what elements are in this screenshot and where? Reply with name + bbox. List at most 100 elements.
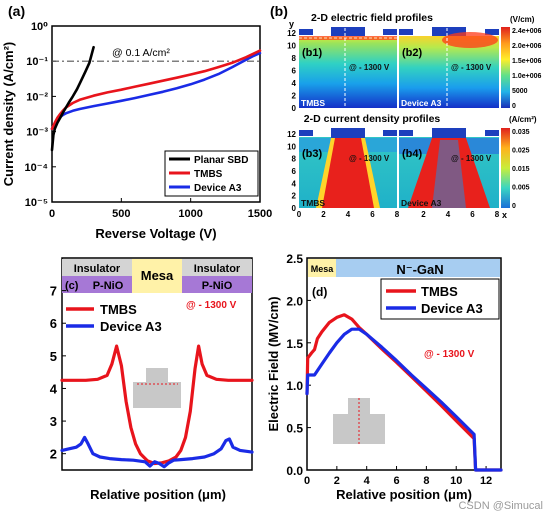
d-series-tmbs xyxy=(305,313,503,472)
efield-ytick: 0 xyxy=(292,104,297,113)
y-axis-letter: y xyxy=(289,19,294,29)
legend-label-planar: Planar SBD xyxy=(194,155,248,166)
current-map-a3-cap-right xyxy=(485,130,499,136)
panel-b: (b) 2-D electric field profiles y 12 10 8 6… xyxy=(270,3,541,220)
panel-a: (a) 0 500 1000 150010⁰10⁻¹10⁻²10⁻³10⁻⁴10⁻⁵ … xyxy=(1,3,272,241)
sub-b2: (b2) xyxy=(402,47,423,59)
current-map-tmbs-mesa xyxy=(331,128,365,138)
current-xtick: 8 xyxy=(395,210,400,219)
efield-ytick: 10 xyxy=(287,42,296,51)
current-map-a3-left-block xyxy=(399,138,432,154)
panel-c-ticks: 2 3 4 5 6 7 xyxy=(50,284,66,462)
panel-c-plot-frame xyxy=(61,257,253,471)
current-colorbar-tick: 0.025 xyxy=(512,148,530,155)
header-insulator-right-label: Insulator xyxy=(194,263,241,275)
sub-b1: (b1) xyxy=(302,47,323,59)
a-xtick-label: 500 xyxy=(112,208,130,220)
panel-d-xlabel: Relative position (μm) xyxy=(336,487,472,502)
efield-map-a3-hot xyxy=(442,32,498,48)
header-insulator-left-label: Insulator xyxy=(74,263,121,275)
c-inset-mesa xyxy=(146,368,168,382)
c-legend-label-a3: Device A3 xyxy=(100,319,162,334)
current-colorbar-ticks: 0.035 0.025 0.015 0.005 0 xyxy=(512,129,530,210)
d-xtick-label: 8 xyxy=(423,475,429,487)
d-ytick-label: 0.0 xyxy=(286,464,303,478)
d-ytick-label: 2.5 xyxy=(286,252,303,266)
header-insulator-left xyxy=(62,259,132,276)
panel-d-ticks: 0.0 0.5 1.0 1.5 2.0 2.5 0 2 4 6 8 10 12 xyxy=(286,252,492,487)
a-xtick-label: 0 xyxy=(49,208,55,220)
a-ytick-label: 10⁻² xyxy=(26,91,48,103)
current-xtick: 6 xyxy=(370,210,375,219)
efield-map-tmbs-cap-right xyxy=(383,29,397,35)
current-map-a3-core xyxy=(432,140,466,208)
efield-ytick: 6 xyxy=(292,67,297,76)
efield-title: 2-D electric field profiles xyxy=(311,12,433,24)
efield-map-a3-cap-right xyxy=(485,29,499,35)
panel-d-ylabel: Electric Field (MV/cm) xyxy=(266,296,281,431)
header-pnio-right xyxy=(182,276,252,293)
panel-b-letter: (b) xyxy=(270,3,288,19)
b2-voltage: @ - 1300 V xyxy=(451,63,492,72)
b1-voltage: @ - 1300 V xyxy=(349,63,390,72)
c-ytick-label: 6 xyxy=(50,316,57,331)
current-colorbar-tick: 0.015 xyxy=(512,166,530,173)
c-legend-label-tmbs: TMBS xyxy=(100,302,137,317)
d-xtick-label: 12 xyxy=(480,475,492,487)
current-map-a3: (b4) @ - 1300 V Device A3 xyxy=(399,128,499,208)
a-xtick-label: 1000 xyxy=(178,208,202,220)
panel-c-series xyxy=(60,344,254,469)
c-ytick-label: 4 xyxy=(50,381,58,396)
current-map-tmbs-edge-right xyxy=(361,138,380,208)
panel-d-letter: (d) xyxy=(312,285,327,299)
d-legend-label-a3: Device A3 xyxy=(421,301,483,316)
b1-tag: TMBS xyxy=(301,98,325,108)
efield-map-a3-mesa xyxy=(432,27,466,36)
current-map-a3-right-block xyxy=(466,138,499,154)
efield-map-tmbs-mesa xyxy=(331,27,365,36)
efield-map-a3: (b2) @ - 1300 V Device A3 xyxy=(399,27,499,108)
d-xtick-label: 2 xyxy=(334,475,340,487)
header-d-ngan xyxy=(336,259,500,277)
c-inset-base xyxy=(133,382,181,408)
efield-unit: (V/cm) xyxy=(510,15,535,24)
current-map-tmbs-left-block xyxy=(299,138,331,152)
current-colorbar-tick: 0.035 xyxy=(512,129,530,136)
d-xtick-label: 0 xyxy=(304,475,310,487)
panel-a-letter: (a) xyxy=(8,3,25,19)
d-ytick-label: 0.5 xyxy=(286,422,303,436)
current-xtick: 4 xyxy=(346,210,351,219)
sub-b3: (b3) xyxy=(302,148,323,160)
current-map-tmbs-edge-left xyxy=(316,138,335,208)
current-ytick: 2 xyxy=(292,192,297,201)
panel-c: Insulator Mesa Insulator (c) P-NiO P-NiO… xyxy=(50,257,254,502)
header-pnio-left xyxy=(62,276,132,293)
efield-ytick: 4 xyxy=(292,79,297,88)
series-tmbs xyxy=(50,49,262,131)
x-axis-letter: x xyxy=(502,210,507,220)
watermark: CSDN @Simucal xyxy=(458,500,543,512)
current-ytick: 0 xyxy=(292,204,297,213)
efield-ytick: 12 xyxy=(287,29,296,38)
header-d-ngan-label: N⁻-GaN xyxy=(396,262,443,277)
b4-tag: Device A3 xyxy=(401,198,442,208)
b2-tag: Device A3 xyxy=(401,98,442,108)
d-ytick-label: 1.5 xyxy=(286,337,303,351)
panel-a-legend: Planar SBD TMBS Device A3 xyxy=(164,150,259,197)
legend-label-a3: Device A3 xyxy=(194,183,242,194)
series-planar-sbd xyxy=(50,45,95,152)
header-mesa xyxy=(132,259,182,293)
panel-a-plot-frame xyxy=(51,25,261,203)
current-x-ticks: 0 2 4 6 8 2 4 6 8 xyxy=(297,210,500,219)
current-xtick: 6 xyxy=(470,210,475,219)
header-d-mesa-label: Mesa xyxy=(311,264,335,274)
efield-map-tmbs-bg xyxy=(299,27,397,108)
current-ytick: 12 xyxy=(287,130,296,139)
efield-colorbar xyxy=(501,27,510,108)
current-map-tmbs: (b3) @ - 1300 V TMBS xyxy=(299,128,397,208)
efield-colorbar-tick: 5000 xyxy=(512,88,528,95)
c-ytick-label: 7 xyxy=(50,284,57,299)
b4-voltage: @ - 1300 V xyxy=(451,154,492,163)
a-ytick-label: 10⁻³ xyxy=(26,127,48,139)
